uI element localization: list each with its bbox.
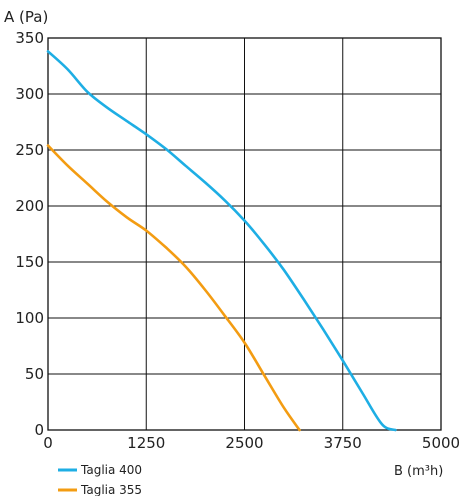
series-line-2 bbox=[46, 144, 301, 432]
y-tick-label: 200 bbox=[15, 197, 44, 215]
y-tick-label: 250 bbox=[15, 141, 44, 159]
x-tick-label: 2500 bbox=[225, 434, 263, 452]
y-tick-labels: 0 50 100 150 200 250 300 350 bbox=[15, 29, 44, 439]
y-tick-label: 150 bbox=[15, 253, 44, 271]
x-tick-labels: 0 1250 2500 3750 5000 bbox=[43, 434, 460, 452]
y-tick-label: 50 bbox=[25, 365, 44, 383]
x-axis-title: B (m³h) bbox=[394, 464, 443, 479]
series-layer bbox=[46, 50, 397, 432]
y-tick-label: 350 bbox=[15, 29, 44, 47]
legend: Taglia 400 Taglia 355 bbox=[58, 463, 142, 496]
series-line-1 bbox=[46, 50, 397, 432]
x-tick-label: 1250 bbox=[127, 434, 165, 452]
plot-frame bbox=[47, 37, 442, 431]
y-tick-label: 300 bbox=[15, 85, 44, 103]
x-tick-label: 3750 bbox=[324, 434, 362, 452]
y-axis-title: A (Pa) bbox=[4, 8, 48, 26]
x-tick-label: 5000 bbox=[422, 434, 460, 452]
y-tick-label: 100 bbox=[15, 309, 44, 327]
chart-grid bbox=[48, 38, 441, 430]
x-tick-label: 0 bbox=[43, 434, 53, 452]
legend-label-1: Taglia 400 bbox=[80, 463, 142, 477]
legend-label-2: Taglia 355 bbox=[80, 483, 142, 496]
y-tick-label: 0 bbox=[34, 421, 44, 439]
